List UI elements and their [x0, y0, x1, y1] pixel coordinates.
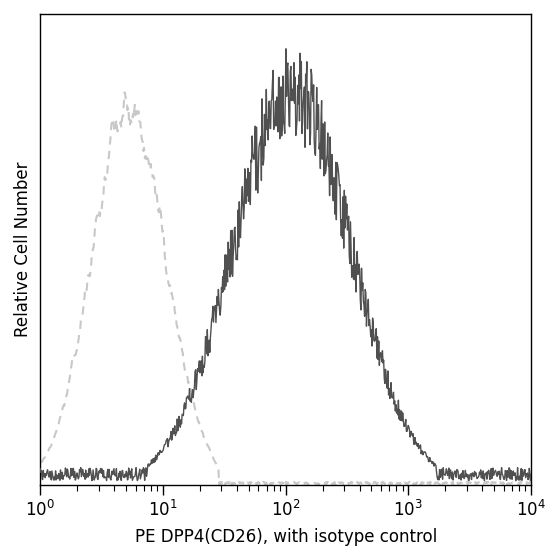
Y-axis label: Relative Cell Number: Relative Cell Number	[14, 162, 32, 337]
X-axis label: PE DPP4(CD26), with isotype control: PE DPP4(CD26), with isotype control	[134, 528, 437, 546]
